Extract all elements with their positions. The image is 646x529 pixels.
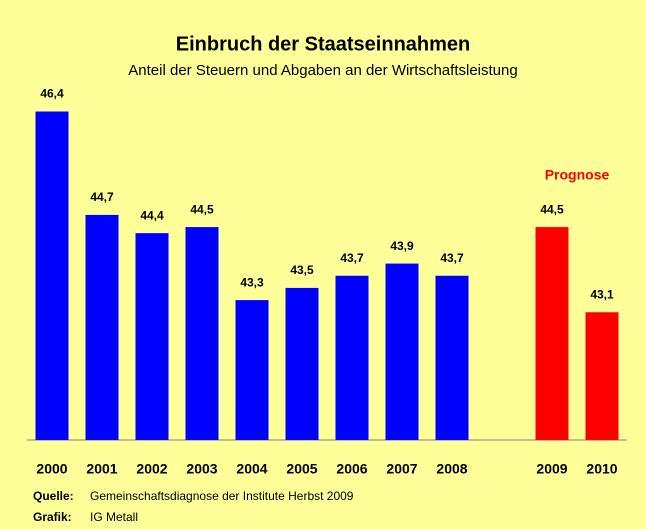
value-label: 44,5 [540, 202, 564, 216]
x-tick-label: 2001 [86, 461, 117, 477]
value-label: 43,7 [440, 251, 464, 265]
chart-title: Einbruch der Staatseinnahmen [176, 33, 471, 55]
x-tick-label: 2009 [536, 461, 567, 477]
bar [585, 312, 619, 440]
value-label: 43,9 [390, 239, 414, 253]
bar [435, 275, 469, 440]
bar [235, 300, 269, 440]
value-label: 46,4 [40, 87, 64, 101]
x-tick-label: 2005 [286, 461, 317, 477]
x-tick-label: 2007 [386, 461, 417, 477]
credit-label: Grafik: [33, 510, 72, 524]
x-tick-label: 2008 [436, 461, 467, 477]
source-text: Gemeinschaftsdiagnose der Institute Herb… [90, 489, 354, 503]
x-tick-label: 2010 [586, 461, 617, 477]
bar [535, 227, 569, 440]
value-label: 43,5 [290, 263, 314, 277]
bar [385, 263, 419, 440]
bar [335, 275, 369, 440]
source-label: Quelle: [33, 489, 74, 503]
value-label: 44,5 [190, 202, 214, 216]
chart-subtitle: Anteil der Steuern und Abgaben an der Wi… [128, 62, 517, 79]
x-tick-label: 2002 [136, 461, 167, 477]
annotation: Prognose [545, 167, 610, 183]
value-label: 44,7 [90, 190, 114, 204]
value-label: 43,3 [240, 275, 264, 289]
x-tick-label: 2003 [186, 461, 217, 477]
bar [185, 227, 219, 440]
x-tick-label: 2000 [36, 461, 67, 477]
x-tick-label: 2006 [336, 461, 367, 477]
x-tick-label: 2004 [236, 461, 267, 477]
credit-text: IG Metall [90, 510, 138, 524]
value-label: 44,4 [140, 208, 164, 222]
bar [285, 287, 319, 440]
value-label: 43,7 [340, 251, 364, 265]
bar [35, 111, 69, 440]
bar [135, 233, 169, 440]
value-label: 43,1 [590, 287, 614, 301]
bar [85, 214, 119, 440]
